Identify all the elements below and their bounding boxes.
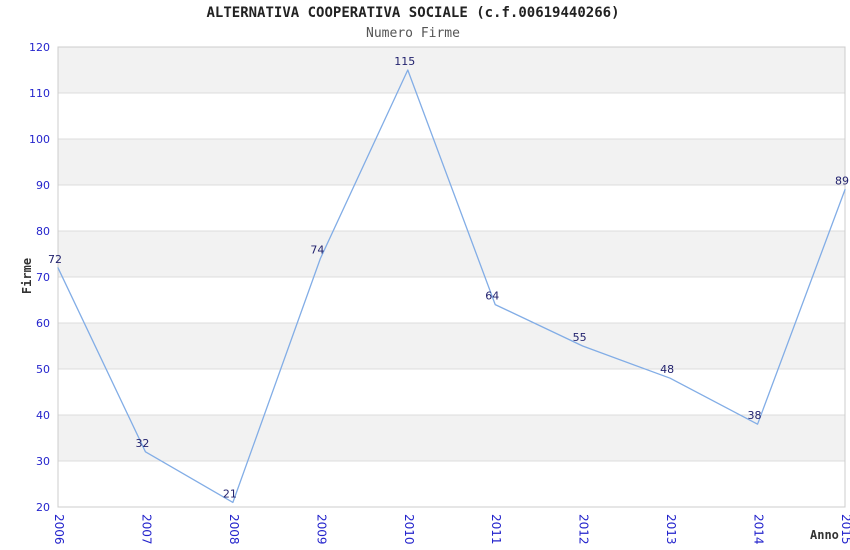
plot-band — [58, 231, 845, 277]
plot-band — [58, 323, 845, 369]
y-tick-label: 40 — [36, 409, 50, 422]
plot-band — [58, 415, 845, 461]
x-tick-label: 2008 — [227, 514, 241, 545]
data-line — [57, 69, 846, 504]
y-tick-label: 90 — [36, 179, 50, 192]
point-label: 72 — [48, 253, 62, 266]
plot-band — [58, 139, 845, 185]
chart-subtitle: Numero Firme — [366, 26, 460, 41]
y-tick-label: 80 — [36, 225, 50, 238]
y-tick-label: 110 — [29, 87, 50, 100]
plot-band — [58, 47, 845, 93]
x-tick-label: 2009 — [314, 514, 328, 545]
point-label: 64 — [485, 290, 499, 303]
y-tick-label: 100 — [29, 133, 50, 146]
y-tick-label: 60 — [36, 317, 50, 330]
y-tick-label: 20 — [36, 501, 50, 514]
point-label: 38 — [748, 409, 762, 422]
point-label: 21 — [223, 487, 237, 500]
x-tick-label: 2012 — [577, 514, 591, 545]
x-tick-label: 2006 — [52, 514, 66, 545]
x-tick-label: 2010 — [402, 514, 416, 545]
y-tick-label: 50 — [36, 363, 50, 376]
point-label: 32 — [135, 437, 149, 450]
point-label: 115 — [394, 55, 415, 68]
point-label: 55 — [573, 331, 587, 344]
x-tick-label: 2007 — [139, 514, 153, 545]
point-label: 89 — [835, 175, 849, 188]
point-label: 48 — [660, 363, 674, 376]
plot-border — [57, 46, 846, 508]
y-tick-label: 120 — [29, 41, 50, 54]
chart-title: ALTERNATIVA COOPERATIVA SOCIALE (c.f.006… — [206, 5, 620, 21]
point-label: 74 — [310, 244, 324, 257]
y-tick-label: 30 — [36, 455, 50, 468]
x-tick-label: 2011 — [489, 514, 503, 545]
y-tick-label: 70 — [36, 271, 50, 284]
x-axis-title: Anno — [810, 528, 839, 542]
x-tick-label: 2014 — [752, 514, 766, 545]
x-tick-label: 2015 — [839, 514, 850, 545]
x-tick-label: 2013 — [664, 514, 678, 545]
